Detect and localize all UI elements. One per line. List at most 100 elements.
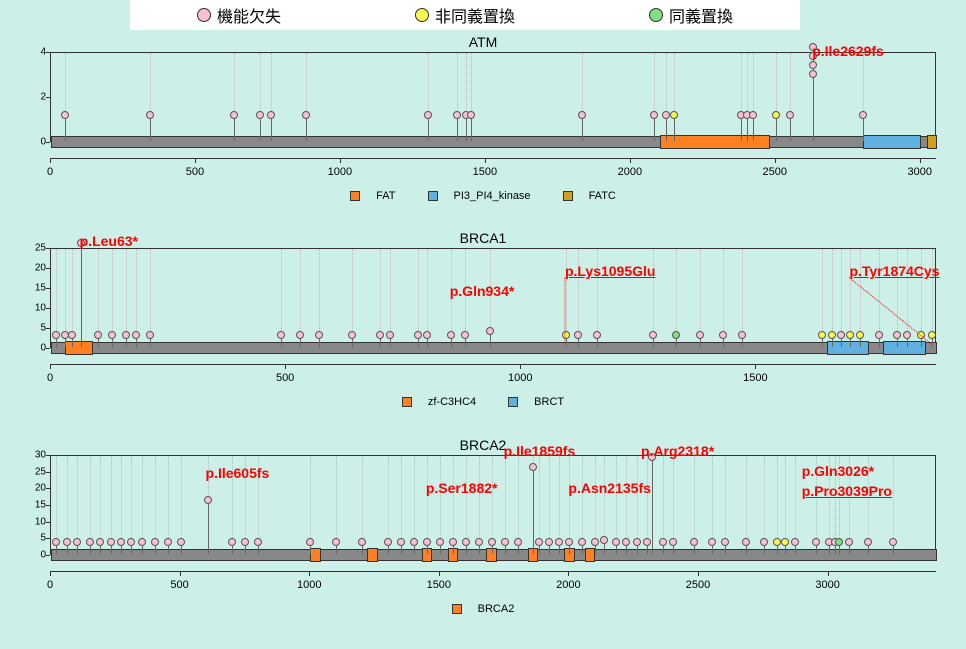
x-tick-label: 2000 (618, 166, 642, 178)
lollipop-stem (67, 546, 68, 554)
lollipop-head (903, 331, 911, 339)
domain-legend-swatch (563, 191, 573, 201)
lollipop-head (424, 111, 432, 119)
lollipop-head (332, 538, 340, 546)
lollipop-stem (595, 546, 596, 554)
lollipop-stem (654, 119, 655, 142)
lollipop-stem (604, 544, 605, 554)
lollipop-stem (453, 546, 454, 554)
lollipop-stem (578, 339, 579, 347)
lollipop-stem (81, 247, 82, 347)
lollipop-head (555, 538, 563, 546)
lollipop-head (893, 331, 901, 339)
lollipop-head (578, 111, 586, 119)
lollipop-stem (150, 119, 151, 142)
lollipop-head (296, 331, 304, 339)
lollipop-head (86, 538, 94, 546)
lollipop-head (306, 538, 314, 546)
lollipop-head (669, 538, 677, 546)
y-tick-label: 15 (35, 283, 46, 294)
lollipop-stem (841, 339, 842, 347)
annotation-label: p.Ile1859fs (504, 443, 576, 459)
legend-item: 機能欠失 (197, 3, 281, 27)
lollipop-head (593, 331, 601, 339)
lollipop-head (488, 538, 496, 546)
gene-panel: BRCA2051015202530p.Ile605fsp.Ser1882*p.I… (10, 435, 956, 640)
annotation-label: p.Ile2629fs (812, 43, 884, 59)
lollipop-stem (440, 546, 441, 554)
lollipop-head (738, 331, 746, 339)
lollipop-head (376, 331, 384, 339)
lollipop-stem (741, 119, 742, 142)
lollipop-stem (849, 546, 850, 554)
chart-container: 機能欠失非同義置換同義置換 ATM024p.Ile2629fs050010001… (0, 0, 966, 649)
lollipop-stem (126, 339, 127, 347)
domain-legend-label: BRCA2 (478, 603, 515, 615)
legend-dot (197, 8, 211, 22)
lollipop-stem (136, 339, 137, 347)
lollipop-stem (777, 546, 778, 554)
lollipop-stem (694, 546, 695, 554)
lollipop-head (108, 331, 116, 339)
y-tick-label: 15 (35, 500, 46, 511)
x-tick-label: 3000 (815, 579, 839, 591)
lollipop-stem (451, 339, 452, 347)
lollipop-stem (155, 546, 156, 554)
lollipop-stem (56, 546, 57, 554)
x-tick-label: 500 (276, 372, 294, 384)
lollipop-stem (492, 546, 493, 554)
lollipop-head (812, 538, 820, 546)
lollipop-stem (785, 546, 786, 554)
lollipop-head (228, 538, 236, 546)
lollipop-head (708, 538, 716, 546)
lollipop-head (94, 331, 102, 339)
lollipop-stem (549, 546, 550, 554)
annotation-label: p.Arg2318* (641, 443, 714, 459)
lollipop-stem (790, 119, 791, 142)
lollipop-head (410, 538, 418, 546)
lollipop-head (241, 538, 249, 546)
plot-area (50, 52, 936, 142)
lollipop-head (423, 538, 431, 546)
lollipop-head (61, 111, 69, 119)
lollipop-stem (168, 546, 169, 554)
lollipop-stem (142, 546, 143, 554)
lollipop-head (591, 538, 599, 546)
lollipop-stem (281, 339, 282, 347)
lollipop-stem (663, 546, 664, 554)
annotation-label: p.Asn2135fs (568, 480, 650, 496)
lollipop-head (164, 538, 172, 546)
lollipop-head (348, 331, 356, 339)
lollipop-head (254, 538, 262, 546)
lollipop-head (529, 463, 537, 471)
y-tick-label: 20 (35, 483, 46, 494)
domain-legend-label: BRCT (534, 396, 564, 408)
lollipop-stem (112, 339, 113, 347)
annotation-label: p.Tyr1874Cys (849, 263, 939, 279)
x-tick-label: 1000 (508, 372, 532, 384)
lollipop-stem (879, 339, 880, 347)
x-axis: 050010001500200025003000 (50, 158, 936, 188)
x-tick-label: 2500 (686, 579, 710, 591)
domain-legend-swatch (452, 604, 462, 614)
lollipop-stem (839, 546, 840, 554)
lollipop-stem (832, 339, 833, 347)
lollipop-stem (121, 546, 122, 554)
lollipop-stem (300, 339, 301, 347)
lollipop-stem (336, 546, 337, 554)
lollipop-stem (505, 546, 506, 554)
x-tick-label: 1500 (743, 372, 767, 384)
lollipop-stem (700, 339, 701, 347)
domain-legend-swatch (428, 191, 438, 201)
lollipop-head (436, 538, 444, 546)
lollipop-head (68, 331, 76, 339)
lollipop-stem (466, 546, 467, 554)
lollipop-head (52, 538, 60, 546)
lollipop-stem (850, 339, 851, 347)
x-tick-label: 1500 (473, 166, 497, 178)
lollipop-stem (746, 546, 747, 554)
lollipop-stem (390, 339, 391, 347)
lollipop-head (122, 331, 130, 339)
domain-legend: FATPI3_PI4_kinaseFATC (10, 188, 956, 204)
domain-legend-swatch (350, 191, 360, 201)
